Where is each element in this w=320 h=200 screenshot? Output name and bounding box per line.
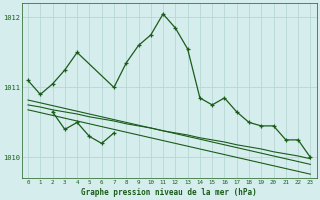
X-axis label: Graphe pression niveau de la mer (hPa): Graphe pression niveau de la mer (hPa): [81, 188, 257, 197]
